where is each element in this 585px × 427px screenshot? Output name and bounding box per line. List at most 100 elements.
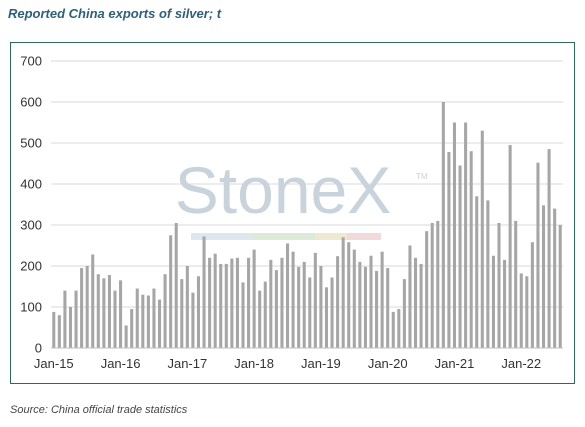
watermark-bar-3 xyxy=(315,233,347,240)
bar xyxy=(413,257,418,348)
bar xyxy=(475,196,479,348)
x-tick-label: Jan-22 xyxy=(501,356,541,371)
bar xyxy=(436,220,440,348)
bar xyxy=(347,242,351,348)
y-tick-label: 100 xyxy=(20,300,42,315)
x-axis: Jan-15 Jan-16 Jan-17 Jan-18 Jan-19 Jan-20 Jan-… xyxy=(34,347,563,371)
bar xyxy=(508,145,512,348)
watermark-tm: TM xyxy=(416,172,428,181)
x-tick-label: Jan-20 xyxy=(368,356,408,371)
x-tick-label: Jan-16 xyxy=(101,356,141,371)
bar xyxy=(397,309,401,348)
bar xyxy=(196,276,201,348)
bar xyxy=(219,263,223,348)
bar xyxy=(341,237,345,348)
bar xyxy=(241,282,245,348)
bar xyxy=(157,299,162,348)
bar xyxy=(252,249,256,348)
bar xyxy=(191,292,195,348)
x-tick-label: Jan-21 xyxy=(435,356,475,371)
x-tick-label: Jan-17 xyxy=(167,356,207,371)
bar xyxy=(230,258,234,348)
bar xyxy=(152,288,156,348)
bar xyxy=(102,278,106,348)
bar xyxy=(135,288,139,348)
bar xyxy=(180,279,184,348)
bar xyxy=(336,256,340,348)
chart-title: Reported China exports of silver; t xyxy=(8,6,222,21)
bar xyxy=(402,279,406,348)
bar xyxy=(113,290,117,348)
y-tick-label: 0 xyxy=(35,341,42,356)
bar xyxy=(169,235,173,348)
bar xyxy=(447,152,451,348)
bar xyxy=(119,280,123,348)
y-tick-label: 300 xyxy=(20,218,42,233)
watermark-bar-2 xyxy=(253,233,315,240)
y-tick-label: 400 xyxy=(20,177,42,192)
chart-frame: StoneX TM 0 100 200 300 400 500 600 700 Jan-15 J… xyxy=(10,42,575,384)
y-tick-label: 500 xyxy=(20,136,42,151)
bar xyxy=(408,245,412,348)
bar xyxy=(324,287,329,348)
bar xyxy=(291,251,295,348)
x-tick-label: Jan-18 xyxy=(234,356,274,371)
bar xyxy=(235,257,239,348)
y-tick-label: 700 xyxy=(20,54,42,69)
bar xyxy=(247,257,251,348)
x-tick-label: Jan-19 xyxy=(301,356,341,371)
bar xyxy=(85,266,89,348)
bar xyxy=(469,151,473,348)
bar xyxy=(68,307,73,348)
watermark-bar-1 xyxy=(191,233,253,240)
bar xyxy=(514,220,518,348)
bar xyxy=(141,294,145,348)
bar xyxy=(541,205,546,348)
bar xyxy=(124,325,128,348)
bar xyxy=(536,162,540,348)
bar xyxy=(74,290,78,348)
bar xyxy=(280,257,284,348)
bar xyxy=(525,276,529,348)
bar xyxy=(263,281,267,348)
bar xyxy=(274,270,278,348)
watermark-text: StoneX xyxy=(175,153,392,227)
bar xyxy=(430,222,434,348)
bar xyxy=(441,102,445,348)
bar xyxy=(202,236,206,348)
bar xyxy=(491,255,495,348)
bar xyxy=(208,257,212,348)
bar xyxy=(419,263,423,348)
bar xyxy=(308,277,312,348)
x-tick-label: Jan-15 xyxy=(34,356,74,371)
y-tick-label: 600 xyxy=(20,95,42,110)
bar xyxy=(391,311,395,348)
bar xyxy=(224,263,228,348)
bar xyxy=(503,259,507,348)
watermark: StoneX TM xyxy=(175,153,428,240)
bar xyxy=(558,225,562,348)
bar xyxy=(464,122,468,348)
y-axis: 0 100 200 300 400 500 600 700 xyxy=(20,54,42,356)
watermark-bar-4 xyxy=(347,233,381,240)
bar xyxy=(330,277,334,348)
bar xyxy=(530,242,534,348)
bar xyxy=(547,149,551,348)
bar xyxy=(258,290,262,348)
bar xyxy=(91,254,95,348)
bar xyxy=(52,311,56,348)
bar xyxy=(380,251,384,348)
bar xyxy=(185,266,189,348)
bar xyxy=(174,222,178,348)
bar xyxy=(313,252,317,348)
bar xyxy=(519,273,523,348)
bar xyxy=(269,259,273,348)
bar xyxy=(458,165,462,348)
bar xyxy=(319,266,323,348)
bar xyxy=(96,274,100,348)
bars xyxy=(52,102,562,348)
bar xyxy=(553,208,557,348)
bar xyxy=(302,261,306,348)
bar xyxy=(80,268,84,348)
